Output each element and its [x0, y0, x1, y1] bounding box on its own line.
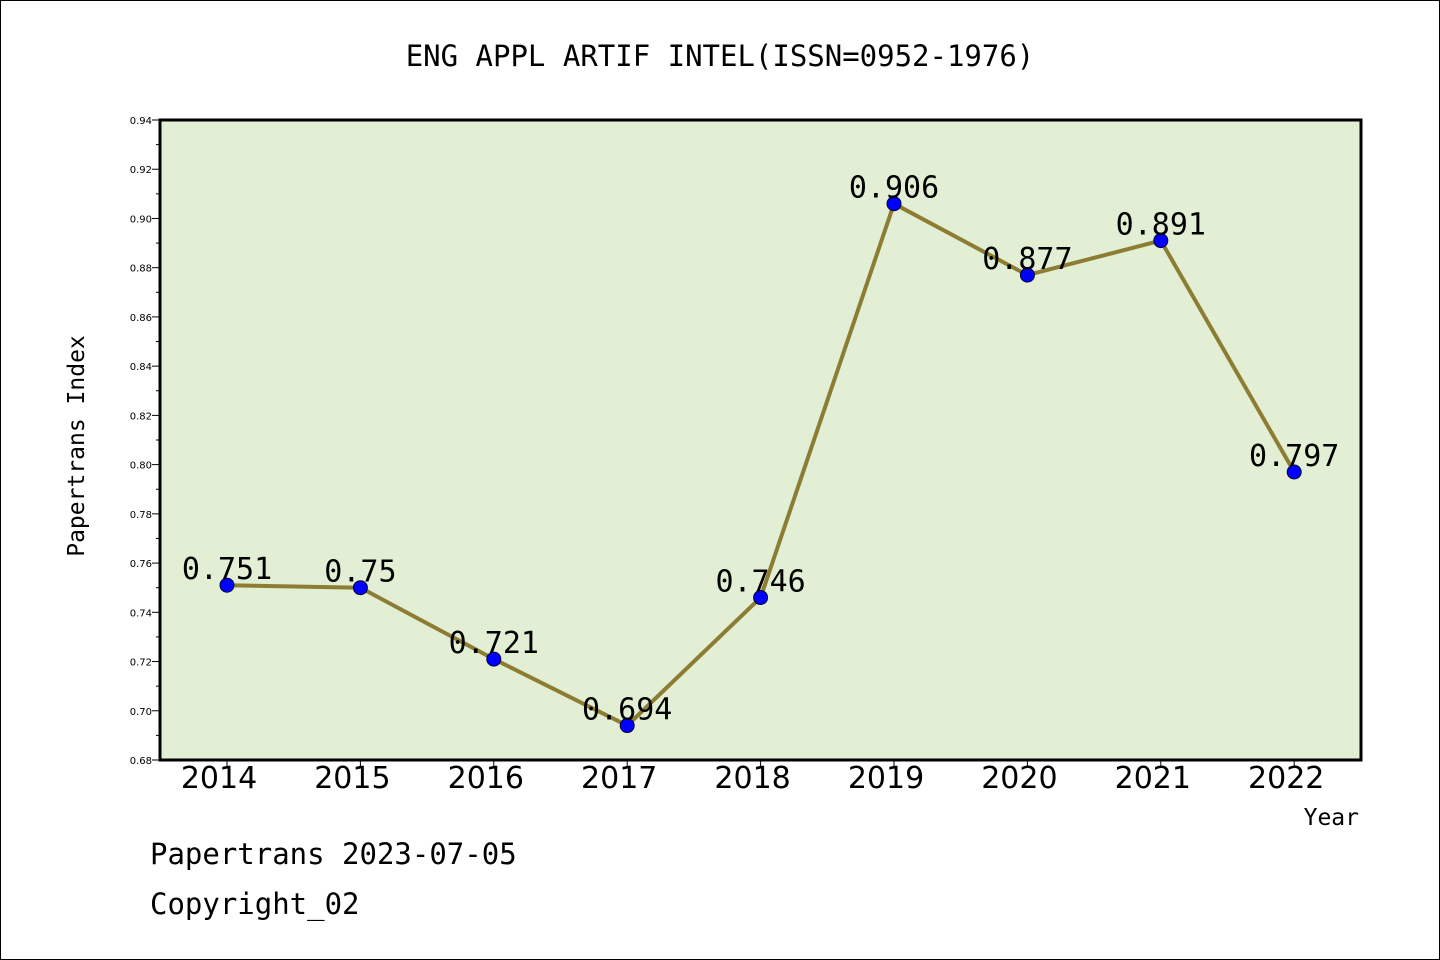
- y-axis: 0.68 0.70 0.72 0.74 0.76 0.78 0.80 0.82 0.84 0.86…: [130, 116, 160, 767]
- y-tick-label: 0.78: [130, 510, 152, 521]
- data-point-marker: [753, 590, 769, 606]
- y-tick-label: 0.68: [130, 756, 152, 767]
- series-line-group: [219, 196, 1302, 734]
- data-point-marker: [1286, 464, 1302, 480]
- x-tick-label: 2018: [714, 761, 790, 796]
- x-tick-label: 2022: [1248, 761, 1324, 796]
- data-label: 0.751: [182, 552, 272, 587]
- data-point-marker: [1153, 233, 1169, 249]
- footer-date-text: Papertrans 2023-07-05: [150, 837, 517, 871]
- y-tick-label: 0.76: [130, 559, 152, 570]
- data-label: 0.721: [449, 626, 539, 661]
- footer-copyright-text: Copyright_02: [150, 887, 360, 922]
- y-tick-label: 0.84: [130, 362, 152, 373]
- y-tick-label: 0.80: [130, 461, 152, 472]
- data-label: 0.75: [324, 555, 396, 590]
- data-label: 0.694: [582, 693, 672, 728]
- y-tick-label: 0.88: [130, 264, 152, 275]
- y-tick-label: 0.86: [130, 313, 152, 324]
- x-tick-label: 2016: [448, 761, 524, 796]
- x-tick-label: 2014: [181, 761, 257, 796]
- y-tick-label: 0.72: [130, 658, 152, 669]
- y-tick-label: 0.82: [130, 411, 152, 422]
- x-tick-label: 2019: [848, 761, 924, 796]
- data-point-marker: [219, 577, 235, 593]
- data-point-marker: [619, 718, 635, 734]
- y-axis-label: Papertrans Index: [64, 335, 90, 557]
- x-tick-label: 2017: [581, 761, 657, 796]
- x-tick-label: 2015: [314, 761, 390, 796]
- data-point-marker: [486, 651, 502, 667]
- data-label-group: 0.751 0.75 0.721 0.694 0.746 0.906 0.877 0.891 0…: [182, 171, 1340, 728]
- y-tick-label: 0.90: [130, 214, 152, 225]
- data-point-marker: [1019, 267, 1035, 283]
- x-axis-label: Year: [1304, 805, 1359, 831]
- y-tick-label: 0.92: [130, 165, 152, 176]
- y-tick-label: 0.94: [130, 116, 152, 127]
- data-point-marker: [886, 196, 902, 212]
- chart-title: ENG APPL ARTIF INTEL(ISSN=0952-1976): [406, 39, 1035, 73]
- x-axis: 2014 2015 2016 2017 2018 2019 2020 2021 2022: [181, 760, 1324, 796]
- data-point-marker: [352, 580, 368, 596]
- x-tick-label: 2020: [981, 761, 1057, 796]
- y-tick-label: 0.74: [130, 608, 152, 619]
- data-label: 0.891: [1116, 208, 1206, 243]
- plot-area: [158, 118, 1363, 762]
- data-label: 0.746: [715, 565, 805, 600]
- x-tick-label: 2021: [1115, 761, 1191, 796]
- y-tick-label: 0.70: [130, 707, 152, 718]
- data-label: 0.797: [1249, 439, 1339, 474]
- data-label: 0.906: [849, 171, 939, 206]
- data-label: 0.877: [982, 242, 1072, 277]
